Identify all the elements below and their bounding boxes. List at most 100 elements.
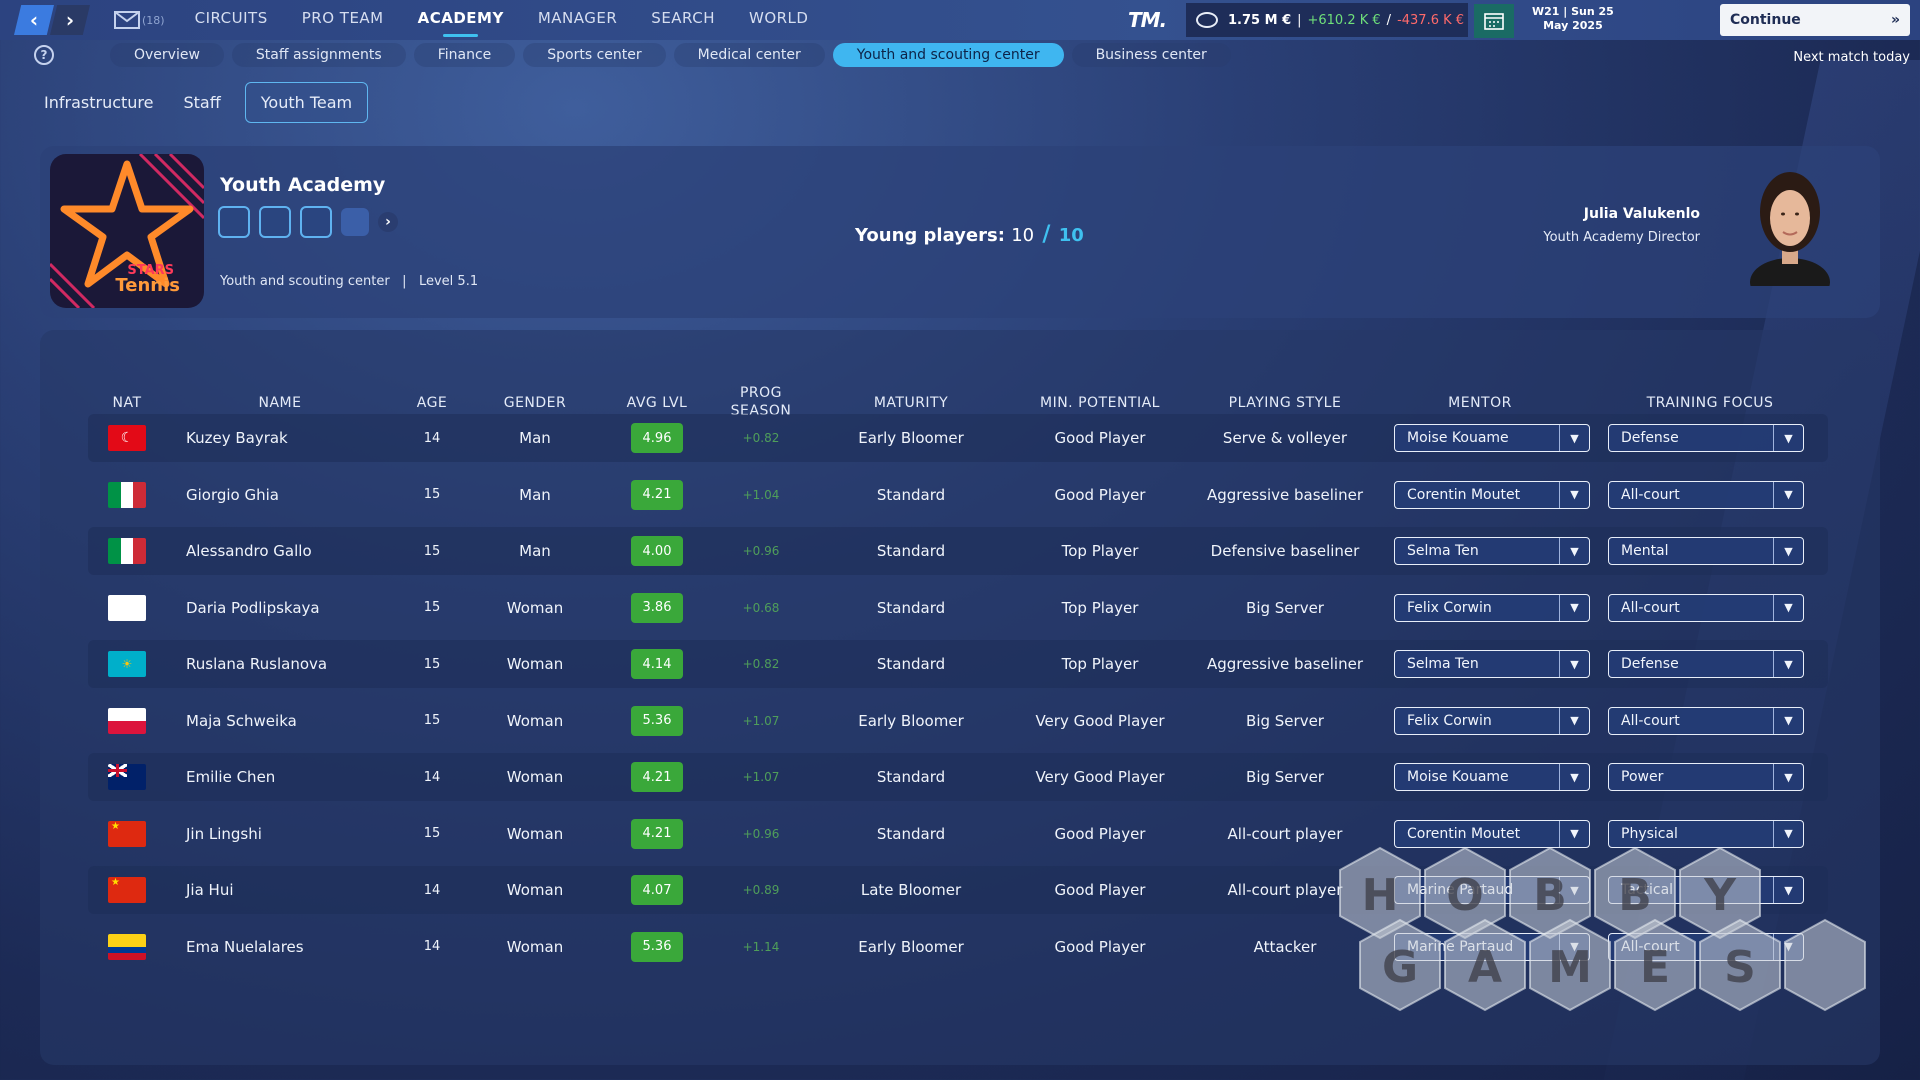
- nav-academy[interactable]: ACADEMY: [418, 9, 504, 37]
- chevron-down-icon: ▼: [1559, 481, 1589, 508]
- subnav-medical-center[interactable]: Medical center: [673, 43, 825, 67]
- mentor-dropdown[interactable]: Felix Corwin ▼: [1394, 706, 1590, 735]
- level-box-filled: [300, 206, 332, 238]
- training-focus-dropdown[interactable]: Tactical ▼: [1608, 876, 1804, 904]
- training-focus-dropdown[interactable]: Defense ▼: [1608, 424, 1804, 452]
- min-potential: Top Player: [1061, 655, 1139, 673]
- nav-circuits[interactable]: CIRCUITS: [194, 9, 268, 27]
- subnav-finance[interactable]: Finance: [413, 43, 516, 67]
- finance-summary[interactable]: 1.75 M € | +610.2 K € / -437.6 K €: [1186, 3, 1468, 37]
- player-name[interactable]: Giorgio Ghia: [186, 485, 279, 504]
- mentor-dropdown[interactable]: Marine Partaud ▼: [1394, 876, 1590, 904]
- calendar-button[interactable]: [1474, 4, 1514, 38]
- mentor-dropdown[interactable]: Corentin Moutet ▼: [1394, 819, 1590, 848]
- training-focus-dropdown[interactable]: All-court ▼: [1608, 706, 1804, 735]
- min-potential: Top Player: [1061, 598, 1139, 617]
- table-row[interactable]: Emilie Chen 14 Woman 4.21 +1.07 Standard…: [88, 753, 1828, 801]
- col-name[interactable]: NAME: [258, 395, 302, 411]
- col-playing-style[interactable]: PLAYING STYLE: [1228, 395, 1342, 411]
- player-name[interactable]: Maja Schweika: [186, 711, 297, 730]
- player-name[interactable]: Emilie Chen: [186, 768, 276, 786]
- chevron-down-icon: ▼: [1559, 877, 1589, 903]
- continue-button[interactable]: Continue »: [1720, 4, 1910, 36]
- mentor-dropdown[interactable]: Selma Ten ▼: [1394, 650, 1590, 678]
- subnav-business-center[interactable]: Business center: [1071, 43, 1231, 67]
- training-focus-dropdown[interactable]: Power ▼: [1608, 763, 1804, 791]
- subnav-staff-assignments[interactable]: Staff assignments: [231, 43, 406, 67]
- mentor-value: Marine Partaud: [1407, 938, 1514, 955]
- top-bar: ‹ › (18) CIRCUITS PRO TEAM ACADEMY MANAG…: [0, 0, 1920, 40]
- chevron-down-icon: ▼: [1773, 707, 1803, 734]
- chevron-right-icon[interactable]: ›: [378, 212, 398, 232]
- player-name[interactable]: Jin Lingshi: [186, 824, 262, 843]
- director-avatar[interactable]: [1750, 164, 1830, 286]
- subnav-overview[interactable]: Overview: [110, 43, 224, 67]
- table-row[interactable]: ★ Jia Hui 14 Woman 4.07 +0.89 Late Bloom…: [88, 866, 1828, 914]
- mentor-dropdown[interactable]: Selma Ten ▼: [1394, 537, 1590, 565]
- youth-players-table: NAT NAME AGE GENDER AVG LVL PROG SEASON …: [40, 330, 1880, 1065]
- player-name[interactable]: Jia Hui: [186, 881, 234, 899]
- tab-infrastructure[interactable]: Infrastructure: [44, 93, 154, 112]
- col-nat[interactable]: NAT: [112, 395, 142, 411]
- mentor-dropdown[interactable]: Felix Corwin ▼: [1394, 593, 1590, 622]
- player-age: 14: [423, 882, 441, 898]
- col-avg-lvl[interactable]: AVG LVL: [626, 395, 688, 411]
- mentor-dropdown[interactable]: Corentin Moutet ▼: [1394, 480, 1590, 509]
- table-row[interactable]: ☾ Kuzey Bayrak 14 Man 4.96 +0.82 Early B…: [88, 414, 1828, 462]
- table-row[interactable]: ★ Jin Lingshi 15 Woman 4.21 +0.96 Standa…: [88, 810, 1828, 858]
- nat-cell: [108, 471, 158, 519]
- col-maturity[interactable]: MATURITY: [873, 395, 949, 411]
- mail-button[interactable]: (18): [114, 11, 165, 29]
- tab-staff[interactable]: Staff: [183, 93, 221, 112]
- mentor-dropdown[interactable]: Moise Kouame ▼: [1394, 424, 1590, 452]
- player-name[interactable]: Ema Nuelalares: [186, 937, 304, 956]
- training-focus-dropdown[interactable]: Mental ▼: [1608, 537, 1804, 565]
- forward-arrow-icon[interactable]: ›: [50, 5, 90, 35]
- table-row[interactable]: Daria Podlipskaya 15 Woman 3.86 +0.68 St…: [88, 584, 1828, 632]
- nav-manager[interactable]: MANAGER: [537, 9, 618, 27]
- avg-level-badge: 4.21: [631, 818, 683, 849]
- player-name[interactable]: Ruslana Ruslanova: [186, 655, 328, 673]
- player-gender: Man: [519, 429, 551, 447]
- training-focus-dropdown[interactable]: Defense ▼: [1608, 650, 1804, 678]
- col-gender[interactable]: GENDER: [503, 395, 567, 411]
- training-focus-dropdown[interactable]: Physical ▼: [1608, 819, 1804, 848]
- col-mentor[interactable]: MENTOR: [1448, 395, 1512, 411]
- help-icon[interactable]: ?: [34, 45, 54, 65]
- table-row[interactable]: Giorgio Ghia 15 Man 4.21 +1.04 Standard …: [88, 471, 1828, 519]
- mentor-dropdown[interactable]: Moise Kouame ▼: [1394, 763, 1590, 791]
- back-arrow-icon[interactable]: ‹: [14, 5, 54, 35]
- table-row[interactable]: Alessandro Gallo 15 Man 4.00 +0.96 Stand…: [88, 527, 1828, 575]
- nav-search[interactable]: SEARCH: [651, 9, 715, 27]
- col-training-focus[interactable]: TRAINING FOCUS: [1646, 395, 1774, 411]
- avg-level-badge: 4.96: [631, 423, 683, 453]
- player-age: 14: [423, 769, 441, 785]
- nav-world[interactable]: WORLD: [749, 9, 809, 27]
- avg-level-cell: 5.36: [612, 697, 702, 745]
- playing-style: Big Server: [1246, 711, 1324, 730]
- mentor-cell: Selma Ten ▼: [1394, 527, 1594, 575]
- training-focus-dropdown[interactable]: All-court ▼: [1608, 932, 1804, 961]
- focus-cell: Defense ▼: [1608, 640, 1808, 688]
- col-age[interactable]: AGE: [416, 395, 448, 411]
- sub-nav: Overview Staff assignments Finance Sport…: [110, 43, 1239, 67]
- training-focus-dropdown[interactable]: All-court ▼: [1608, 480, 1804, 509]
- mentor-cell: Moise Kouame ▼: [1394, 753, 1594, 801]
- tab-youth-team[interactable]: Youth Team: [244, 82, 369, 123]
- nat-cell: [108, 584, 158, 632]
- subnav-sports-center[interactable]: Sports center: [523, 43, 666, 67]
- col-min-potential[interactable]: MIN. POTENTIAL: [1040, 395, 1160, 411]
- mentor-dropdown[interactable]: Marine Partaud ▼: [1394, 932, 1590, 961]
- player-name[interactable]: Alessandro Gallo: [186, 542, 312, 560]
- table-row[interactable]: Maja Schweika 15 Woman 5.36 +1.07 Early …: [88, 697, 1828, 745]
- training-focus-dropdown[interactable]: All-court ▼: [1608, 593, 1804, 622]
- income: +610.2 K €: [1307, 12, 1381, 28]
- focus-value: Tactical: [1621, 882, 1674, 898]
- player-name[interactable]: Daria Podlipskaya: [186, 598, 320, 617]
- table-row[interactable]: ☀ Ruslana Ruslanova 15 Woman 4.14 +0.82 …: [88, 640, 1828, 688]
- mentor-value: Felix Corwin: [1407, 599, 1492, 616]
- table-row[interactable]: Ema Nuelalares 14 Woman 5.36 +1.14 Early…: [88, 923, 1828, 971]
- subnav-youth-scouting[interactable]: Youth and scouting center: [832, 43, 1064, 67]
- player-name[interactable]: Kuzey Bayrak: [186, 429, 288, 447]
- nav-pro-team[interactable]: PRO TEAM: [301, 9, 384, 27]
